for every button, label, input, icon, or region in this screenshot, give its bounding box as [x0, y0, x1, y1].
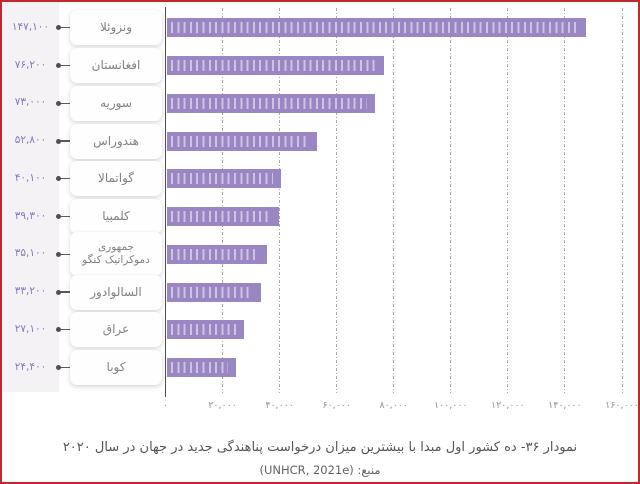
- country-label-card: کلمبیا: [70, 199, 162, 235]
- x-tick-label: ۱۴۰,۰۰۰: [548, 400, 582, 411]
- country-label-text: السالوادور: [90, 284, 142, 299]
- x-tick-label: ۰: [162, 400, 169, 411]
- gridline: [279, 8, 281, 393]
- bar-value-label: ۷۳,۰۰۰: [14, 96, 47, 109]
- connector-line: [58, 178, 71, 180]
- connector-dot: [56, 289, 61, 295]
- connector-line: [58, 64, 71, 67]
- connector-dot: [56, 365, 61, 371]
- gridline: [450, 8, 452, 393]
- x-tick-label: ۲۰,۰۰۰: [208, 400, 237, 411]
- bar-value-label: ۲۷,۱۰۰: [14, 322, 47, 335]
- value-panel: [2, 2, 59, 392]
- gridline: [507, 8, 509, 393]
- country-label-text: کوبا: [106, 360, 126, 375]
- bar-9: [166, 358, 237, 378]
- gridline: [393, 8, 395, 393]
- x-tick-label: ۱۶۰,۰۰۰: [605, 400, 639, 411]
- connector-dot: [56, 138, 61, 144]
- country-label-text: هندوراس: [93, 133, 139, 148]
- connector-line: [58, 140, 71, 142]
- gridline: [621, 8, 623, 393]
- bar-hatch-pattern: [170, 324, 236, 336]
- bar-value-label: ۷۶,۲۰۰: [14, 58, 47, 71]
- bar-value-label: ۱۴۷,۱۰۰: [11, 20, 50, 33]
- axis-line: [164, 7, 167, 397]
- country-label-text: سوریه: [100, 95, 132, 110]
- bar-value-label: ۳۳,۲۰۰: [14, 285, 47, 298]
- connector-line: [58, 102, 71, 104]
- bar-7: [166, 282, 262, 302]
- connector-dot: [56, 176, 61, 182]
- bar-hatch-pattern: [170, 211, 271, 223]
- country-label-text: عراق: [102, 322, 130, 337]
- bar-hatch-pattern: [170, 22, 579, 34]
- bar-hatch-pattern: [170, 362, 229, 374]
- country-label-card: السالوادور: [70, 274, 162, 310]
- country-label-text: گواتمالا: [97, 171, 135, 186]
- bar-0: [166, 18, 587, 38]
- bar-hatch-pattern: [170, 135, 310, 147]
- country-label-text: ونزوئلا: [99, 20, 133, 35]
- bar-2: [166, 93, 375, 113]
- connector-dot: [56, 327, 61, 333]
- connector-dot: [56, 251, 61, 257]
- bar-hatch-pattern: [170, 173, 273, 185]
- bar-value-label: ۲۴,۴۰۰: [14, 360, 47, 373]
- x-tick-label: ۱۰۰,۰۰۰: [433, 400, 468, 411]
- connector-line: [58, 291, 71, 293]
- connector-dot: [56, 63, 61, 69]
- gridline: [564, 8, 566, 393]
- country-label-card: افغانستان: [70, 48, 162, 84]
- chart-caption: نمودار ۳۶- ده کشور اول مبدا با بیشترین م…: [62, 440, 578, 455]
- connector-line: [58, 215, 71, 218]
- gridline: [222, 8, 224, 393]
- country-label-card: سوریه: [70, 85, 162, 121]
- country-label-card: ونزوئلا: [70, 10, 162, 46]
- connector-line: [58, 253, 71, 255]
- connector-line: [58, 366, 71, 369]
- country-label-card: جمهوری دموکراتیک کنگو: [70, 232, 162, 277]
- bar-value-label: ۳۵,۱۰۰: [14, 247, 47, 260]
- connector-dot: [56, 100, 61, 106]
- country-label-text: افغانستان: [91, 58, 141, 73]
- connector-dot: [56, 214, 61, 220]
- bar-5: [166, 207, 279, 227]
- bar-6: [166, 244, 267, 264]
- bar-value-label: ۴۰,۱۰۰: [14, 171, 47, 184]
- bar-hatch-pattern: [170, 97, 367, 109]
- x-tick-label: ۱۲۰,۰۰۰: [491, 400, 525, 411]
- country-label-text: جمهوری: [97, 241, 135, 254]
- gridline: [336, 8, 338, 393]
- country-label-text: کلمبیا: [102, 209, 130, 224]
- bar-4: [166, 169, 281, 189]
- country-label-card: عراق: [70, 312, 162, 348]
- x-tick-label: ۶۰,۰۰۰: [322, 400, 351, 411]
- country-label-card: هندوراس: [70, 123, 162, 159]
- chart-source: منبع: (UNHCR, 2021e): [259, 463, 381, 477]
- bar-hatch-pattern: [170, 248, 259, 260]
- bar-hatch-pattern: [170, 286, 254, 298]
- country-label-card: گواتمالا: [70, 161, 162, 197]
- bar-hatch-pattern: [170, 60, 376, 72]
- connector-dot: [56, 25, 61, 31]
- bar-value-label: ۳۹,۳۰۰: [14, 209, 47, 222]
- x-tick-label: ۴۰,۰۰۰: [265, 400, 294, 411]
- bar-8: [166, 320, 244, 340]
- country-label-card: کوبا: [70, 350, 162, 386]
- connector-line: [58, 27, 71, 29]
- bar-3: [166, 131, 318, 151]
- bar-value-label: ۵۲,۸۰۰: [14, 134, 47, 147]
- x-tick-label: ۸۰,۰۰۰: [379, 400, 409, 411]
- bar-1: [166, 56, 384, 76]
- country-label-text: دموکراتیک کنگو: [82, 254, 150, 267]
- connector-line: [58, 329, 71, 331]
